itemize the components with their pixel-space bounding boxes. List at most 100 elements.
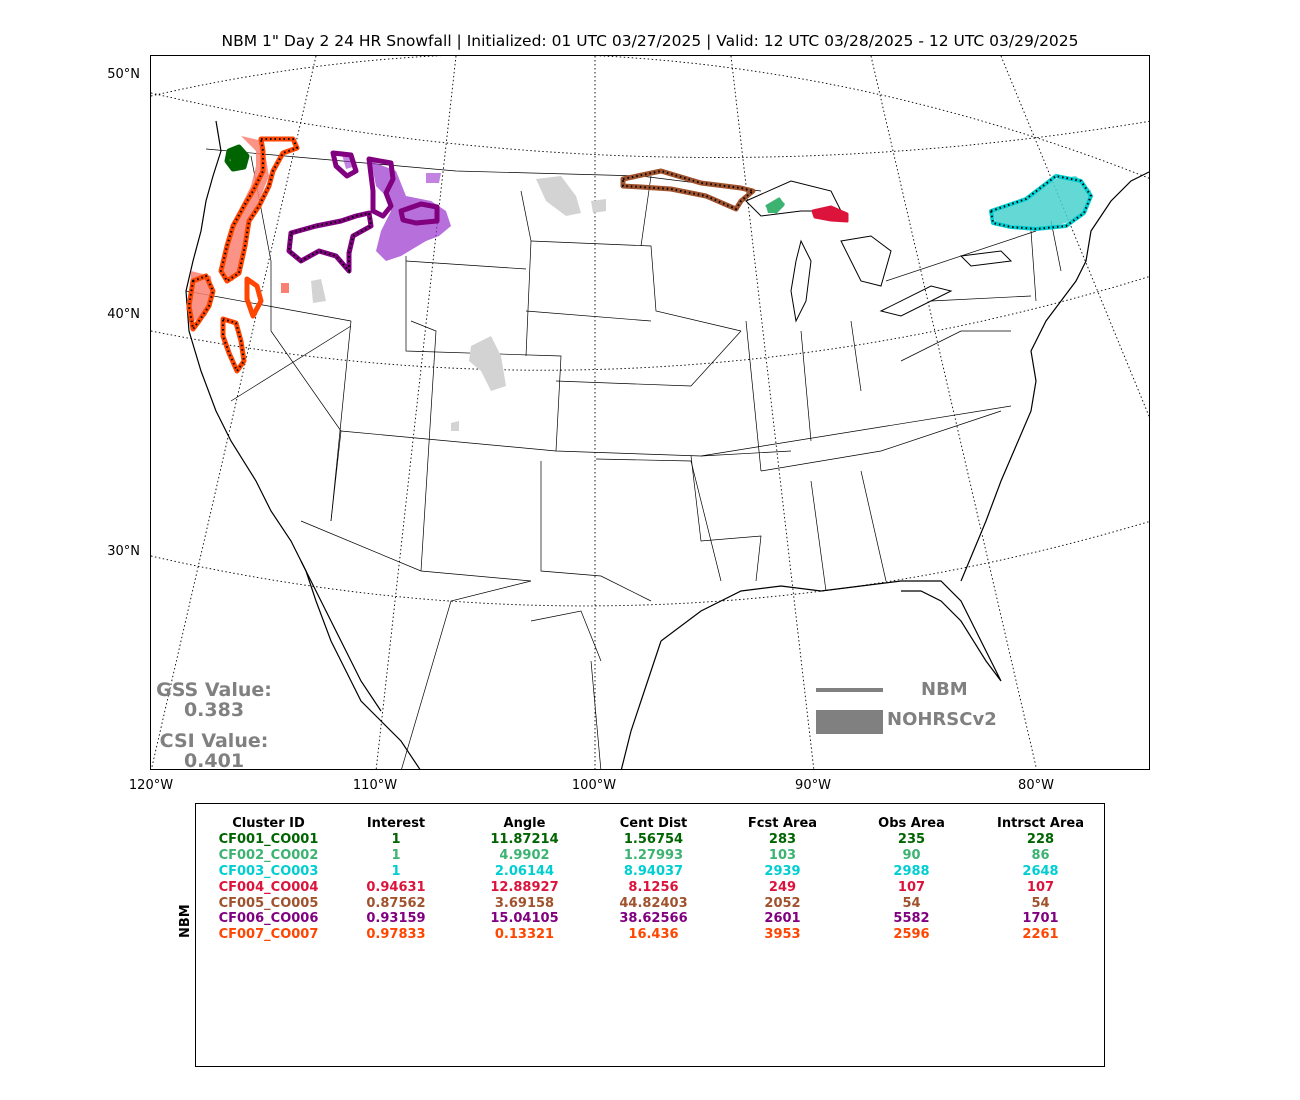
gss-value: 0.383 [183, 699, 245, 721]
lake-ontario [959, 250, 1013, 267]
table-cell: 2.06144 [494, 863, 555, 879]
cluster-table-panel: Cluster ID Interest Angle Cent Dist Fcst… [195, 803, 1105, 1067]
gulf-coast [660, 580, 1002, 682]
map-panel [150, 55, 1150, 770]
lake-huron [840, 235, 892, 287]
table-cell: 1 [391, 848, 401, 864]
table-cell: CF006_CO006 [218, 911, 319, 927]
atlantic-coast [960, 171, 1149, 582]
table-cell: 235 [897, 832, 926, 848]
forecast-dots [187, 138, 1093, 374]
parallel-40n [151, 276, 1149, 371]
parallel-30n [151, 521, 1149, 607]
cluster-table: Cluster ID Interest Angle Cent Dist Fcst… [206, 814, 1104, 943]
header-interest: Interest [366, 815, 426, 831]
table-cell: CF001_CO001 [218, 832, 319, 848]
table-header-row: Cluster ID Interest Angle Cent Dist Fcst… [206, 814, 1104, 832]
lon-label-120w: 120°W [128, 778, 174, 793]
map-canvas [151, 56, 1149, 769]
observed-gray-areas [311, 176, 606, 431]
table-cell: CF002_CO002 [218, 848, 319, 864]
table-cell: 3.69158 [494, 895, 555, 911]
table-cell: 2939 [764, 863, 801, 879]
table-cell: 228 [1026, 832, 1055, 848]
header-fcst-area: Fcst Area [747, 815, 818, 831]
legend-obs-swatch [816, 710, 883, 734]
pacific-coastline [185, 120, 421, 769]
table-cell: 0.87562 [366, 895, 426, 911]
table-cell: 103 [768, 848, 797, 864]
table-cell: CF004_CO004 [218, 879, 319, 895]
table-cell: 54 [1031, 895, 1050, 911]
table-row: CF003_CO003 1 2.06144 8.94037 2939 2988 2648 [206, 864, 1104, 880]
observed-colored-areas [189, 136, 1091, 321]
table-cell: 2988 [893, 863, 930, 879]
table-cell: 0.94631 [366, 879, 426, 895]
table-cell: CF005_CO005 [218, 895, 319, 911]
header-cluster-id: Cluster ID [232, 815, 305, 831]
meridian-90w [730, 56, 815, 769]
table-cell: 1 [391, 832, 401, 848]
table-cell: 1 [391, 863, 401, 879]
table-row: CF005_CO005 0.87562 3.69158 44.82403 2052 54 5… [206, 895, 1104, 911]
table-cell: 107 [897, 879, 926, 895]
lon-label-100w: 100°W [571, 778, 617, 793]
table-row: CF004_CO004 0.94631 12.88927 8.1256 249 107 10… [206, 879, 1104, 895]
great-lakes [745, 180, 1013, 323]
csi-value: 0.401 [183, 750, 245, 772]
table-cell: 12.88927 [490, 879, 559, 895]
mexico-gulf-coast [620, 640, 662, 769]
table-cell: 86 [1031, 848, 1050, 864]
table-cell: 2261 [1022, 927, 1059, 943]
lake-erie [879, 285, 953, 317]
table-cell: 1.27993 [623, 848, 684, 864]
table-cell: 249 [768, 879, 797, 895]
table-cell: 283 [768, 832, 797, 848]
table-row: CF007_CO007 0.97833 0.13321 16.436 3953 2596 2… [206, 927, 1104, 943]
baja-coast [300, 560, 382, 712]
table-row: CF002_CO002 1 4.9902 1.27993 103 90 86 [206, 848, 1104, 864]
lon-label-110w: 110°W [352, 778, 398, 793]
table-cell: 0.93159 [366, 911, 426, 927]
table-cell: CF007_CO007 [218, 927, 319, 943]
table-cell: 38.62566 [619, 911, 688, 927]
header-cent-dist: Cent Dist [619, 815, 688, 831]
csi-label: CSI Value: [159, 730, 269, 752]
table-cell: 2052 [764, 895, 801, 911]
legend-obs-label: NOHRSCv2 [887, 709, 997, 730]
header-angle: Angle [503, 815, 546, 831]
table-cell: 0.13321 [494, 927, 555, 943]
table-cell: 44.82403 [619, 895, 688, 911]
legend-nbm-label: NBM [921, 679, 968, 700]
table-cell: 0.97833 [366, 927, 426, 943]
coastlines [185, 120, 1149, 769]
lat-label-40n: 40°N [107, 307, 140, 322]
parallel-50n [151, 56, 1149, 179]
table-cell: 15.04105 [490, 911, 559, 927]
table-body: CF001_CO001 1 11.87214 1.56754 283 235 228 CF00… [206, 832, 1104, 943]
lon-label-80w: 80°W [1018, 778, 1054, 793]
table-cell: 90 [902, 848, 921, 864]
table-cell: 2596 [893, 927, 930, 943]
table-cell: CF003_CO003 [218, 863, 319, 879]
table-row: CF006_CO006 0.93159 15.04105 38.62566 2601 55… [206, 911, 1104, 927]
lat-label-30n: 30°N [107, 544, 140, 559]
table-cell: 5582 [893, 911, 930, 927]
table-cell: 4.9902 [499, 848, 550, 864]
table-cell: 54 [902, 895, 921, 911]
header-intrsct-area: Intrsct Area [997, 815, 1084, 831]
table-row: CF001_CO001 1 11.87214 1.56754 283 235 228 [206, 832, 1104, 848]
chart-title: NBM 1" Day 2 24 HR Snowfall | Initialize… [221, 32, 1079, 50]
header-obs-area: Obs Area [878, 815, 945, 831]
table-cell: 11.87214 [490, 832, 559, 848]
state-borders [185, 148, 1062, 769]
meridian-70w [1000, 56, 1149, 418]
lon-label-90w: 90°W [795, 778, 831, 793]
forecast-outlines [186, 136, 1093, 374]
table-cell: 8.1256 [628, 879, 679, 895]
gss-label: GSS Value: [156, 679, 272, 701]
parallel-45n [151, 92, 1149, 158]
table-cell: 2648 [1022, 863, 1059, 879]
table-cell: 3953 [764, 927, 801, 943]
meridian-80w [870, 56, 1037, 769]
